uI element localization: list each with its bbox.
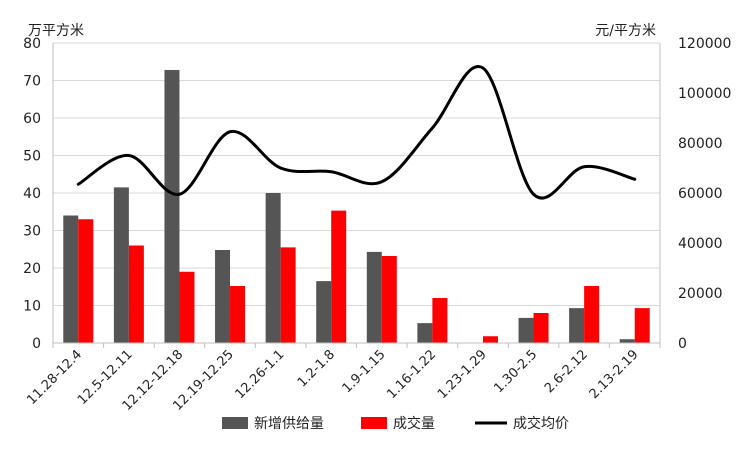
legend-label: 成交量 xyxy=(393,415,435,432)
legend-swatch-transaction xyxy=(361,417,387,429)
transaction-bar xyxy=(432,298,448,343)
supply-bar xyxy=(417,323,433,343)
transaction-bar xyxy=(230,286,246,343)
right-tick-label: 40000 xyxy=(678,236,723,252)
supply-bar xyxy=(63,215,79,343)
category-label: 1.2-1.8 xyxy=(295,347,338,390)
left-tick-label: 30 xyxy=(23,224,41,240)
supply-bar xyxy=(316,281,332,343)
legend: 新增供给量 成交量 成交均价 xyxy=(222,415,569,432)
right-axis-label: 元/平方米 xyxy=(595,23,656,39)
category-label: 12.26-1.1 xyxy=(233,347,288,402)
left-axis-label: 万平方米 xyxy=(28,23,84,39)
supply-bar xyxy=(366,251,382,343)
left-tick-label: 0 xyxy=(32,336,41,352)
average-price-line xyxy=(76,65,637,200)
category-label: 1.30-2.5 xyxy=(491,347,540,396)
left-tick-label: 80 xyxy=(23,36,41,52)
left-tick-label: 60 xyxy=(23,111,41,127)
supply-bar xyxy=(215,250,231,343)
supply-bar xyxy=(113,187,129,343)
right-tick-label: 0 xyxy=(678,336,687,352)
right-tick-label: 60000 xyxy=(678,186,723,202)
category-label: 2.13-2.19 xyxy=(587,347,642,402)
transaction-bar xyxy=(634,308,650,343)
supply-bar xyxy=(518,317,534,343)
transaction-bar xyxy=(482,336,498,343)
right-tick-label: 100000 xyxy=(678,86,731,102)
supply-bar xyxy=(164,70,180,343)
supply-bar xyxy=(619,339,635,343)
left-tick-label: 10 xyxy=(23,299,41,315)
left-tick-label: 70 xyxy=(23,74,41,90)
transaction-bar xyxy=(533,313,549,343)
left-tick-label: 40 xyxy=(23,186,41,202)
line-series xyxy=(76,65,637,200)
category-label: 1.16-1.22 xyxy=(384,347,439,402)
legend-label: 成交均价 xyxy=(513,415,569,432)
legend-swatch-supply xyxy=(222,417,248,429)
axes: 0 10 20 30 40 50 60 70 80 0 20000 40000 60000 80000 10… xyxy=(23,36,731,414)
supply-bar xyxy=(265,193,281,343)
legend-label: 新增供给量 xyxy=(254,416,324,432)
supply-bar xyxy=(569,308,585,343)
right-tick-label: 80000 xyxy=(678,136,723,152)
transaction-bar xyxy=(584,286,600,343)
category-label: 1.23-1.29 xyxy=(435,347,490,402)
transaction-bar xyxy=(78,219,94,343)
category-label: 2.6-2.12 xyxy=(542,347,591,396)
legend-item: 新增供给量 xyxy=(222,416,324,432)
gridlines xyxy=(53,42,660,344)
left-tick-label: 50 xyxy=(23,149,41,165)
right-tick-label: 20000 xyxy=(678,286,723,302)
left-tick-label: 20 xyxy=(23,261,41,277)
transaction-bar xyxy=(331,210,347,343)
transaction-bar xyxy=(179,271,195,343)
transaction-bar xyxy=(280,247,296,343)
category-label: 1.9-1.15 xyxy=(340,347,389,396)
legend-item: 成交均价 xyxy=(475,415,569,432)
bar-series xyxy=(63,70,650,343)
transaction-bar xyxy=(128,245,144,343)
transaction-bar xyxy=(381,256,397,343)
right-tick-label: 120000 xyxy=(678,36,731,52)
legend-item: 成交量 xyxy=(361,415,435,432)
